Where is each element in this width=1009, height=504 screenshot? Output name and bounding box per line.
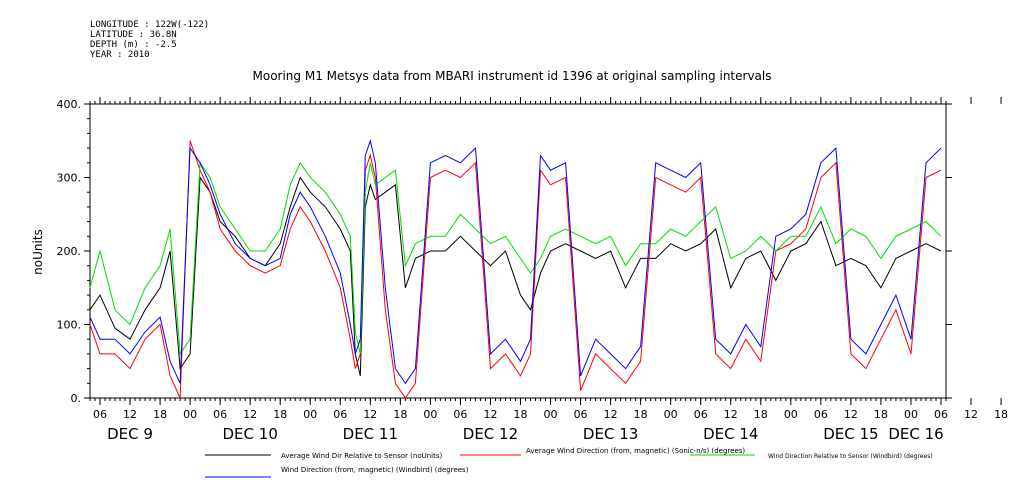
x-day-label: DEC 16 bbox=[888, 425, 943, 443]
y-axis-label: noUnits bbox=[31, 229, 45, 275]
plot-frame bbox=[89, 103, 947, 399]
x-tick-label: 12 bbox=[243, 408, 257, 421]
x-tick-label: 00 bbox=[423, 408, 437, 421]
x-day-label: DEC 14 bbox=[703, 425, 758, 443]
x-tick-label: 06 bbox=[213, 408, 227, 421]
x-tick-label: 12 bbox=[844, 408, 858, 421]
series-layer bbox=[89, 138, 942, 399]
x-day-label: DEC 9 bbox=[107, 425, 153, 443]
x-tick-label: 06 bbox=[574, 408, 588, 421]
x-day-label: DEC 10 bbox=[223, 425, 278, 443]
series-line-wind_dir_rel_windbird bbox=[89, 161, 942, 356]
depth-text: DEPTH (m) : -2.5 bbox=[90, 40, 177, 50]
x-tick-label: 00 bbox=[303, 408, 317, 421]
series-line-avg_wind_dir_sonic bbox=[89, 140, 942, 399]
x-tick-label: 00 bbox=[183, 408, 197, 421]
x-tick-label: 06 bbox=[934, 408, 948, 421]
x-tick-label: 06 bbox=[814, 408, 828, 421]
legend: Average Wind Dir Relative to Sensor (noU… bbox=[205, 447, 933, 478]
x-tick-label: 18 bbox=[153, 408, 167, 421]
legend-label: Wind Direction (from, magnetic) (Windbir… bbox=[281, 466, 469, 474]
x-tick-label: 00 bbox=[544, 408, 558, 421]
y-tick-label: 0. bbox=[71, 392, 82, 405]
latitude-text: LATITUDE : 36.8N bbox=[90, 30, 177, 40]
x-tick-label: 18 bbox=[634, 408, 648, 421]
x-tick-label: 18 bbox=[994, 408, 1008, 421]
y-tick-label: 300. bbox=[57, 172, 82, 185]
legend-label: Average Wind Dir Relative to Sensor (noU… bbox=[281, 452, 442, 460]
longitude-text: LONGITUDE : 122W(-122) bbox=[90, 20, 210, 30]
x-tick-label: 06 bbox=[694, 408, 708, 421]
chart-title: Mooring M1 Metsys data from MBARI instru… bbox=[253, 69, 772, 83]
x-tick-label: 18 bbox=[754, 408, 768, 421]
metadata-block: LONGITUDE : 122W(-122) LATITUDE : 36.8N … bbox=[90, 20, 209, 60]
x-tick-label: 12 bbox=[123, 408, 137, 421]
y-tick-label: 200. bbox=[57, 245, 82, 258]
x-tick-label: 12 bbox=[363, 408, 377, 421]
x-tick-label: 18 bbox=[874, 408, 888, 421]
x-tick-label: 06 bbox=[93, 408, 107, 421]
x-tick-label: 12 bbox=[724, 408, 738, 421]
x-tick-label: 12 bbox=[604, 408, 618, 421]
x-day-label: DEC 13 bbox=[583, 425, 638, 443]
y-tick-label: 100. bbox=[57, 319, 82, 332]
x-day-label: DEC 11 bbox=[343, 425, 398, 443]
x-tick-label: 06 bbox=[333, 408, 347, 421]
x-tick-label: 18 bbox=[393, 408, 407, 421]
x-tick-label: 00 bbox=[784, 408, 798, 421]
x-day-label: DEC 15 bbox=[823, 425, 878, 443]
axes: 0. 100. 200. 300. 400. 06 12 18 00 06 12 18 00 06 12 18… bbox=[57, 97, 1008, 443]
y-tick-label: 400. bbox=[57, 98, 82, 111]
x-tick-label: 18 bbox=[514, 408, 528, 421]
x-tick-label: 06 bbox=[453, 408, 467, 421]
x-tick-label: 00 bbox=[664, 408, 678, 421]
x-tick-label: 00 bbox=[904, 408, 918, 421]
x-tick-label: 18 bbox=[273, 408, 287, 421]
x-tick-label: 12 bbox=[483, 408, 497, 421]
legend-label: Wind Direction Relative to Sensor (Windb… bbox=[768, 453, 933, 460]
series-line-wind_dir_mag_windbird bbox=[89, 138, 942, 385]
x-day-label: DEC 12 bbox=[463, 425, 518, 443]
series-line-avg_dir_rel_sensor bbox=[89, 175, 942, 377]
x-tick-label: 12 bbox=[964, 408, 978, 421]
year-text: YEAR : 2010 bbox=[90, 50, 150, 60]
legend-label: Average Wind Direction (from, magnetic) … bbox=[526, 447, 745, 455]
